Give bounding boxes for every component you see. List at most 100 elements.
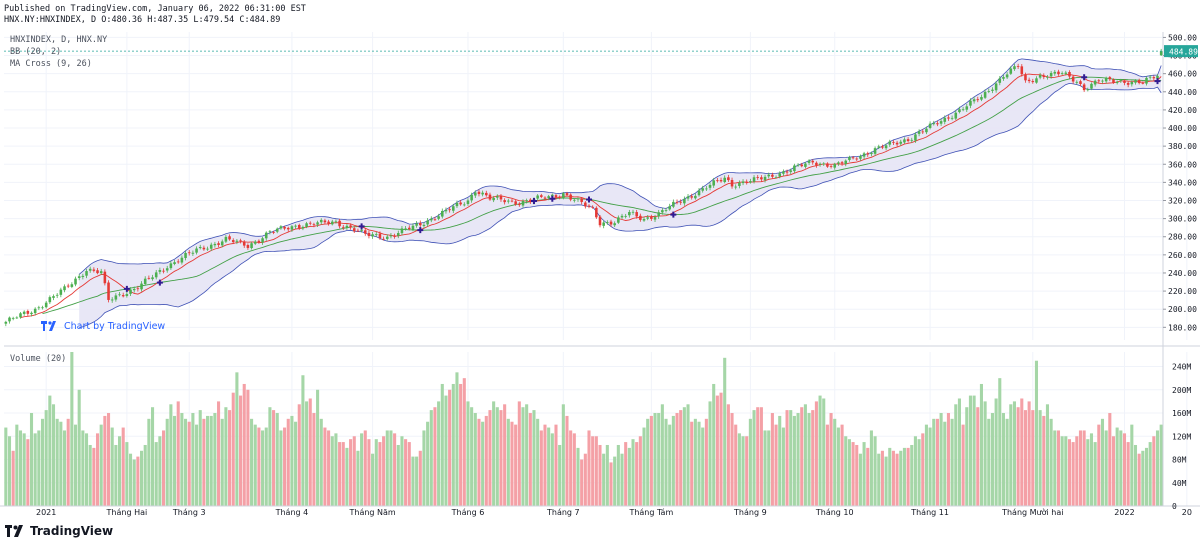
volume-bar (466, 401, 470, 506)
candle (815, 162, 818, 166)
volume-bar (51, 404, 56, 506)
candle (576, 198, 580, 200)
candle (525, 200, 528, 202)
candle (756, 177, 760, 178)
volume-bar (143, 444, 147, 506)
volume-bar (514, 424, 518, 506)
volume-bar (169, 404, 173, 506)
volume-bar (400, 436, 404, 506)
candle (448, 209, 451, 211)
volume-bar (987, 418, 991, 506)
ohlc-readout: HNX.NY:HNXINDEX, D O:480.36 H:487.35 L:4… (4, 15, 281, 25)
candle (441, 210, 444, 217)
volume-bar (957, 398, 961, 506)
volume-bar (1009, 404, 1013, 506)
volume-bar (279, 430, 283, 506)
volume-bar (59, 421, 63, 506)
volume-bar (1031, 410, 1035, 506)
candle (378, 233, 382, 239)
volume-bar (385, 430, 389, 506)
candle (19, 313, 22, 318)
candle (444, 209, 448, 212)
candle (763, 176, 767, 181)
volume-bar (404, 439, 408, 506)
volume-bar (752, 410, 756, 506)
volume-bar (950, 418, 954, 506)
candle (345, 225, 349, 228)
ma-cross-marker (123, 285, 130, 292)
candle (107, 282, 110, 300)
candle (554, 195, 558, 198)
candle (1046, 76, 1049, 78)
candle (26, 310, 30, 314)
volume-bar (1012, 401, 1016, 506)
candle (778, 173, 782, 177)
volume-bar (429, 410, 433, 506)
volume-bar (972, 395, 976, 506)
volume-bar (323, 427, 327, 506)
ma-cross-legend[interactable]: MA Cross (9, 26) (10, 59, 92, 69)
candle (708, 184, 712, 188)
candle (961, 109, 965, 111)
bb-legend[interactable]: BB (20, 2) (10, 47, 62, 57)
volume-bar (198, 410, 202, 506)
candle (452, 206, 455, 211)
candle (481, 192, 484, 195)
volume-bar (525, 404, 529, 506)
candle (301, 226, 305, 229)
volume-bar (73, 424, 78, 506)
volume-bar (697, 421, 701, 506)
candle (158, 270, 162, 272)
candle (1038, 74, 1042, 78)
candle (873, 148, 877, 154)
candle (430, 218, 433, 221)
candle (66, 285, 70, 287)
candle (620, 215, 624, 218)
candle (455, 202, 459, 207)
candle (360, 229, 363, 231)
candle (228, 236, 231, 240)
volume-bar (836, 427, 840, 506)
volume-bar (1111, 436, 1116, 506)
candle (653, 217, 657, 220)
candle (385, 236, 389, 239)
volume-bar (767, 430, 771, 506)
candle (793, 165, 796, 172)
candle (668, 206, 671, 210)
volume-bar (220, 418, 224, 506)
candle (536, 195, 539, 199)
price-tick-label: 340.00 (1168, 178, 1197, 187)
brand-logo[interactable]: TradingView (4, 524, 113, 538)
volume-bar (286, 418, 290, 506)
volume-bar (444, 395, 448, 506)
candle (319, 219, 323, 223)
candle (606, 222, 609, 223)
volume-bar (128, 453, 133, 506)
candle (52, 296, 55, 298)
candle (844, 160, 848, 165)
chart-watermark[interactable]: Chart by TradingView (40, 320, 165, 332)
volume-bar (77, 389, 81, 506)
candle (855, 158, 859, 160)
volume-bar (517, 401, 521, 506)
candle (752, 177, 756, 182)
candle (888, 141, 892, 145)
volume-bar (1042, 415, 1046, 506)
candle (143, 278, 147, 284)
candle (1152, 77, 1156, 79)
candle (74, 278, 77, 285)
time-tick-label: Tháng 10 (815, 508, 854, 517)
candle (543, 197, 547, 199)
candle (639, 215, 642, 220)
candle (253, 241, 257, 244)
candle (991, 89, 994, 91)
volume-bar (492, 401, 496, 506)
candle (507, 200, 510, 202)
time-tick-label: Tháng Hai (106, 508, 148, 517)
volume-bar (858, 453, 862, 506)
volume-bar (1071, 442, 1075, 506)
symbol-legend[interactable]: HNXINDEX, D, HNX.NY (10, 35, 108, 45)
candle (257, 240, 261, 243)
volume-legend[interactable]: Volume (20) (10, 354, 67, 364)
